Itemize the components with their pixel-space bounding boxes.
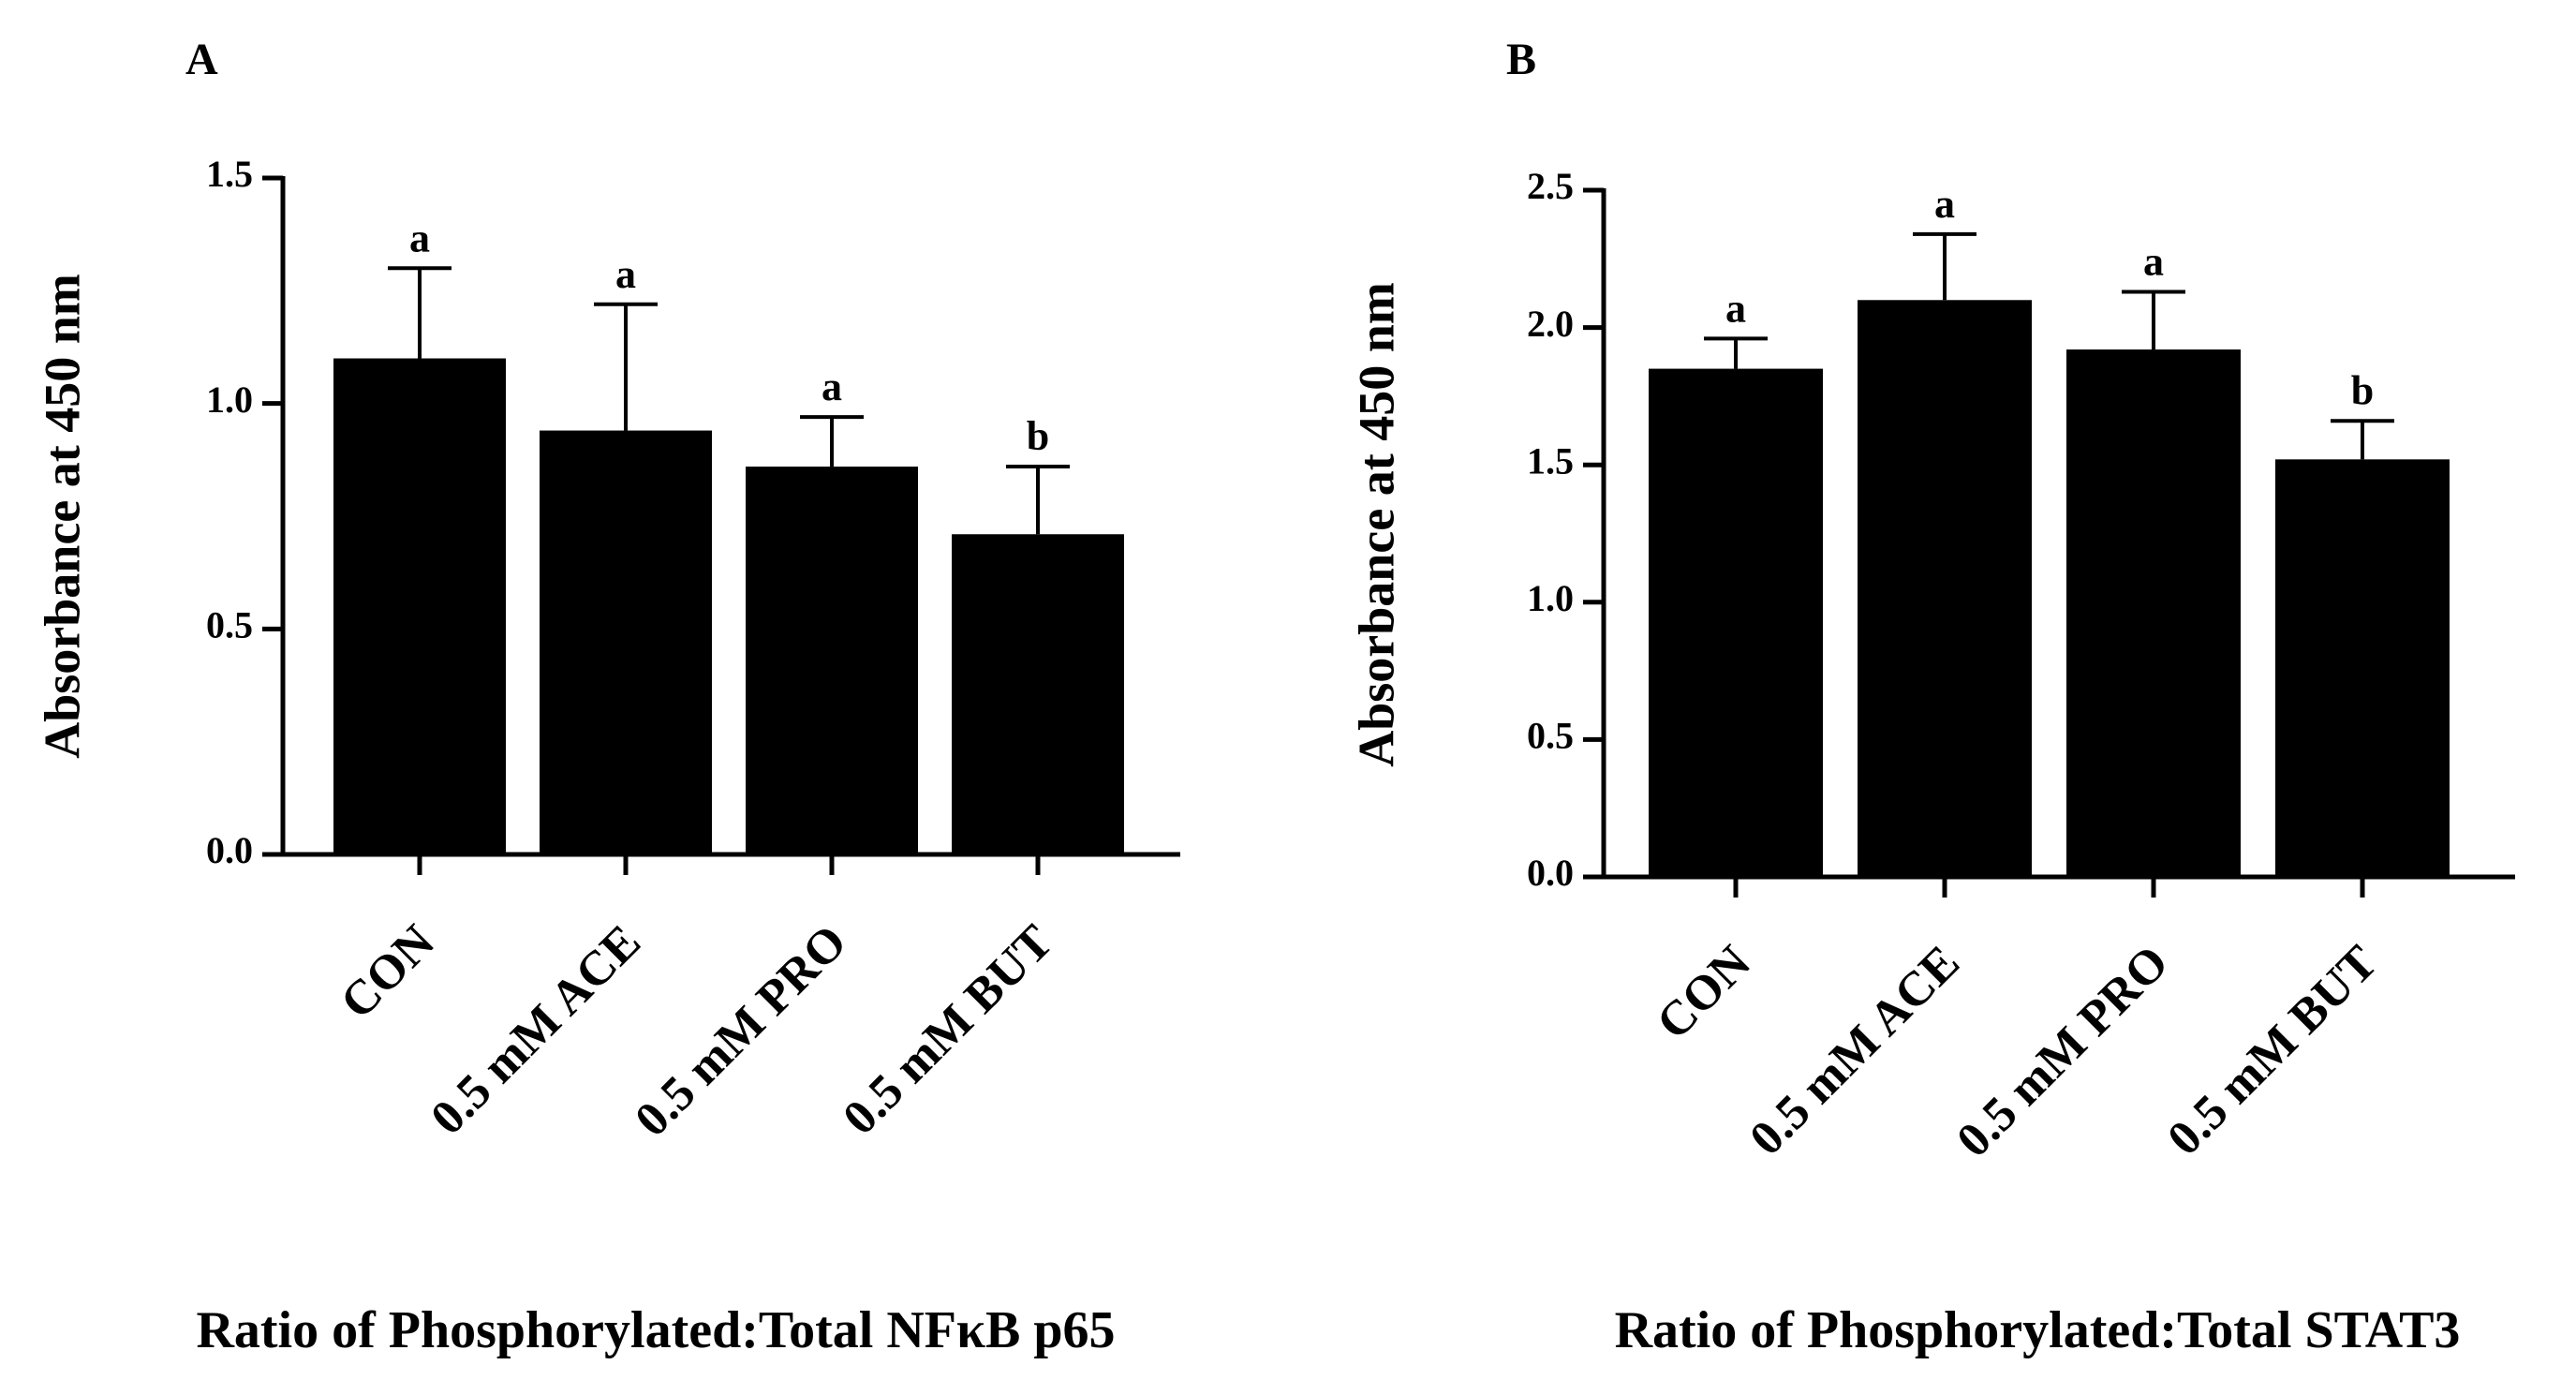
- bar-b-3: [2066, 349, 2241, 877]
- category-label: 0.5 mM PRO: [625, 915, 857, 1148]
- category-label: CON: [331, 915, 445, 1030]
- category-label: 0.5 mM PRO: [1947, 936, 2179, 1168]
- y-axis-title: Absorbance at 450 nm: [34, 274, 90, 759]
- y-tick-label: 0.0: [206, 829, 253, 871]
- significance-letter: a: [409, 215, 430, 260]
- bar-a-4: [952, 534, 1124, 854]
- bar-a-3: [746, 467, 918, 854]
- bar-b-4: [2275, 459, 2450, 877]
- category-label: 0.5 mM BUT: [833, 915, 1063, 1146]
- chart-title: Ratio of Phosphorylated:Total STAT3: [1615, 1301, 2461, 1359]
- significance-letter: a: [822, 364, 842, 409]
- category-label: 0.5 mM ACE: [1740, 936, 1970, 1166]
- significance-letter: b: [2351, 367, 2374, 413]
- significance-letter: a: [2143, 239, 2164, 285]
- y-tick-label: 1.5: [1527, 439, 1574, 482]
- y-tick-label: 1.5: [206, 153, 253, 195]
- bar-b-2: [1858, 300, 2032, 877]
- chart-panel-a: A 0.0 0.5 1.0 1.5 Absorbance at 450 nm a CON a 0.…: [34, 35, 1180, 1359]
- y-tick-label: 2.0: [1527, 303, 1574, 345]
- chart-title: Ratio of Phosphorylated:Total NFκB p65: [196, 1301, 1115, 1359]
- bar-a-1: [333, 358, 506, 854]
- y-tick-label: 2.5: [1527, 165, 1574, 207]
- y-tick-label: 0.5: [1527, 715, 1574, 757]
- significance-letter: a: [615, 251, 636, 297]
- category-label: 0.5 mM ACE: [421, 915, 651, 1146]
- significance-letter: b: [1027, 413, 1049, 459]
- bar-a-2: [540, 430, 712, 854]
- y-tick-label: 1.0: [206, 378, 253, 421]
- y-tick-label: 1.0: [1527, 577, 1574, 619]
- y-axis-title: Absorbance at 450 nm: [1348, 282, 1404, 767]
- category-label: CON: [1647, 936, 1761, 1050]
- category-label: 0.5 mM BUT: [2157, 936, 2388, 1166]
- y-tick-label: 0.0: [1527, 852, 1574, 894]
- y-tick-label: 0.5: [206, 604, 253, 646]
- panel-label: B: [1506, 35, 1536, 84]
- chart-panel-b: B 0.0 0.5 1.0 1.5 2.0 2.5 Absorbance at 450 nm a…: [1348, 35, 2515, 1359]
- bar-b-1: [1649, 368, 1823, 878]
- panel-label: A: [185, 35, 218, 84]
- significance-letter: a: [1725, 285, 1746, 331]
- significance-letter: a: [1934, 181, 1955, 227]
